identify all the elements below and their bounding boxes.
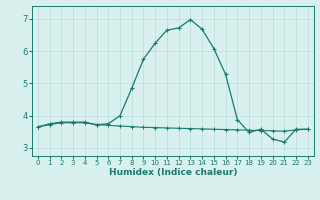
X-axis label: Humidex (Indice chaleur): Humidex (Indice chaleur) [108,168,237,177]
